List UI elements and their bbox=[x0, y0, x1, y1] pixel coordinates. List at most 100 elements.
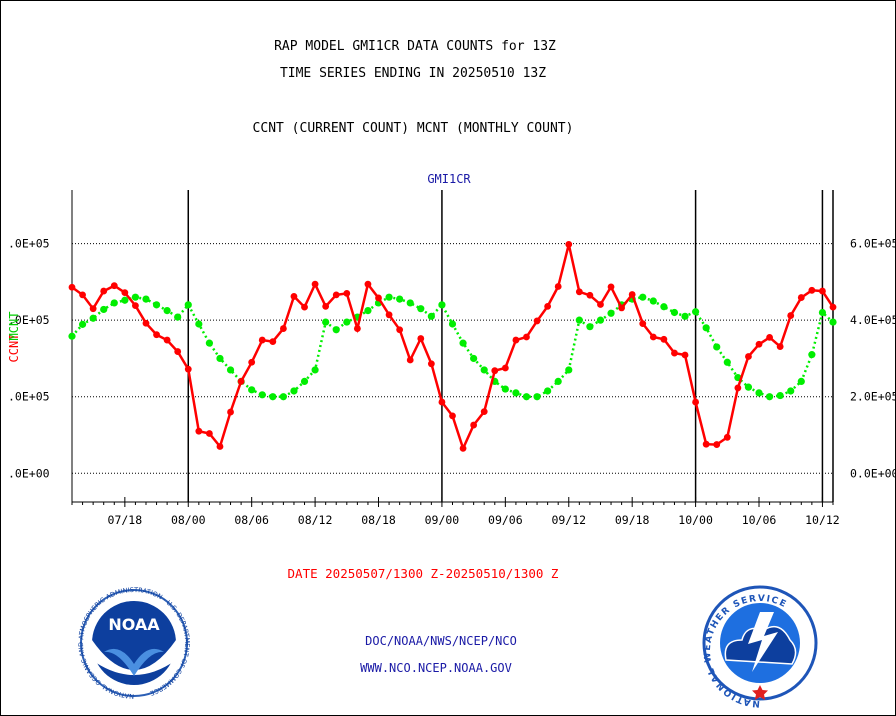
data-point-mcnt bbox=[121, 296, 129, 304]
x-tick-label: 08/12 bbox=[298, 513, 333, 527]
data-point-ccnt bbox=[110, 282, 118, 290]
y-tick-label-left: .0E+05 bbox=[8, 390, 50, 404]
data-point-ccnt bbox=[797, 294, 805, 301]
data-point-ccnt bbox=[681, 351, 689, 359]
data-point-mcnt bbox=[343, 318, 351, 326]
data-point-mcnt bbox=[818, 308, 827, 317]
data-point-mcnt bbox=[681, 312, 689, 320]
data-point-ccnt bbox=[639, 320, 647, 328]
data-point-ccnt bbox=[512, 336, 520, 344]
data-point-mcnt bbox=[544, 387, 552, 395]
data-point-ccnt bbox=[734, 384, 742, 392]
data-point-ccnt bbox=[132, 302, 139, 310]
data-point-mcnt bbox=[290, 387, 298, 395]
data-point-mcnt bbox=[533, 393, 541, 401]
data-point-mcnt bbox=[713, 343, 721, 351]
x-tick-label: 10/12 bbox=[805, 513, 840, 527]
x-tick-label: 08/00 bbox=[171, 513, 206, 527]
data-point-mcnt bbox=[670, 308, 679, 317]
y-tick-label-right: 4.0E+05 bbox=[850, 313, 896, 327]
data-point-mcnt bbox=[448, 320, 457, 328]
data-point-mcnt bbox=[417, 305, 425, 313]
chart-subtitle: CCNT (CURRENT COUNT) MCNT (MONTHLY COUNT… bbox=[253, 121, 574, 136]
data-point-mcnt bbox=[332, 326, 340, 334]
data-point-ccnt bbox=[153, 331, 160, 339]
data-point-mcnt bbox=[163, 306, 171, 315]
noaa-logo[interactable]: NOAA NATIONAL OCEANIC AND ATMOSPHERIC AD… bbox=[77, 586, 191, 700]
data-point-ccnt bbox=[89, 305, 97, 313]
data-point-mcnt bbox=[131, 293, 140, 301]
x-tick-label: 09/00 bbox=[425, 513, 460, 527]
data-point-ccnt bbox=[332, 291, 340, 299]
data-point-mcnt bbox=[174, 313, 182, 321]
data-point-ccnt bbox=[618, 304, 626, 312]
data-point-mcnt bbox=[269, 393, 277, 401]
data-point-ccnt bbox=[311, 280, 319, 288]
data-point-mcnt bbox=[565, 366, 573, 374]
y-tick-label-left: .0E+05 bbox=[8, 313, 50, 327]
data-point-ccnt bbox=[417, 335, 425, 342]
data-point-ccnt bbox=[301, 303, 308, 311]
data-point-ccnt bbox=[353, 325, 361, 332]
data-point-mcnt bbox=[470, 354, 478, 363]
data-point-ccnt bbox=[406, 356, 414, 364]
date-range-label: DATE 20250507/1300 Z-20250510/1300 Z bbox=[288, 566, 559, 581]
data-point-ccnt bbox=[68, 283, 76, 291]
data-point-mcnt bbox=[501, 385, 509, 393]
data-point-ccnt bbox=[258, 336, 266, 344]
star-icon bbox=[752, 685, 768, 700]
data-point-mcnt bbox=[755, 389, 763, 397]
x-tick-label: 10/00 bbox=[678, 513, 713, 527]
nws-logo[interactable]: NATIONAL WEATHER SERVICE bbox=[702, 585, 818, 708]
data-point-ccnt bbox=[776, 343, 784, 350]
data-point-ccnt bbox=[819, 287, 826, 295]
data-point-ccnt bbox=[195, 427, 203, 435]
y-tick-label-left: .0E+05 bbox=[8, 237, 50, 251]
data-point-ccnt bbox=[279, 325, 287, 332]
data-point-ccnt bbox=[206, 430, 213, 437]
data-point-ccnt bbox=[586, 291, 594, 299]
data-point-mcnt bbox=[100, 305, 108, 314]
data-point-mcnt bbox=[776, 391, 784, 400]
data-point-ccnt bbox=[227, 408, 234, 416]
data-point-ccnt bbox=[480, 408, 488, 416]
data-point-mcnt bbox=[660, 303, 668, 311]
org-path-link[interactable]: DOC/NOAA/NWS/NCEP/NCO bbox=[365, 634, 517, 648]
data-point-mcnt bbox=[607, 309, 615, 317]
data-point-ccnt bbox=[459, 445, 467, 452]
data-point-ccnt bbox=[745, 353, 752, 360]
data-point-ccnt bbox=[248, 358, 256, 366]
data-point-ccnt bbox=[597, 301, 604, 308]
data-point-mcnt bbox=[554, 377, 562, 386]
plot-title: GMI1CR bbox=[427, 172, 471, 186]
data-point-ccnt bbox=[628, 291, 636, 298]
x-tick-label: 08/06 bbox=[234, 513, 269, 527]
data-point-mcnt bbox=[512, 389, 520, 397]
data-point-ccnt bbox=[554, 283, 562, 290]
data-point-ccnt bbox=[565, 240, 573, 248]
data-point-ccnt bbox=[364, 280, 372, 288]
data-point-ccnt bbox=[216, 443, 224, 450]
data-point-mcnt bbox=[639, 293, 647, 301]
data-point-mcnt bbox=[322, 318, 330, 326]
data-point-ccnt bbox=[290, 293, 298, 300]
data-point-mcnt bbox=[691, 308, 700, 316]
data-point-mcnt bbox=[649, 297, 657, 305]
data-point-mcnt bbox=[723, 358, 731, 366]
data-point-mcnt bbox=[205, 339, 214, 347]
data-point-ccnt bbox=[544, 302, 552, 310]
data-point-mcnt bbox=[195, 320, 203, 328]
x-tick-label: 09/12 bbox=[551, 513, 586, 527]
data-point-mcnt bbox=[427, 312, 435, 320]
data-point-ccnt bbox=[533, 317, 541, 325]
data-point-mcnt bbox=[184, 301, 192, 309]
data-point-ccnt bbox=[713, 441, 721, 448]
x-tick-label: 07/18 bbox=[108, 513, 143, 527]
data-point-mcnt bbox=[152, 301, 161, 309]
data-point-mcnt bbox=[586, 323, 594, 331]
website-link[interactable]: WWW.NCO.NCEP.NOAA.GOV bbox=[360, 661, 512, 675]
data-point-mcnt bbox=[406, 299, 414, 307]
data-point-ccnt bbox=[269, 338, 277, 345]
chart-title-line1: RAP MODEL GMI1CR DATA COUNTS for 13Z bbox=[274, 39, 556, 54]
